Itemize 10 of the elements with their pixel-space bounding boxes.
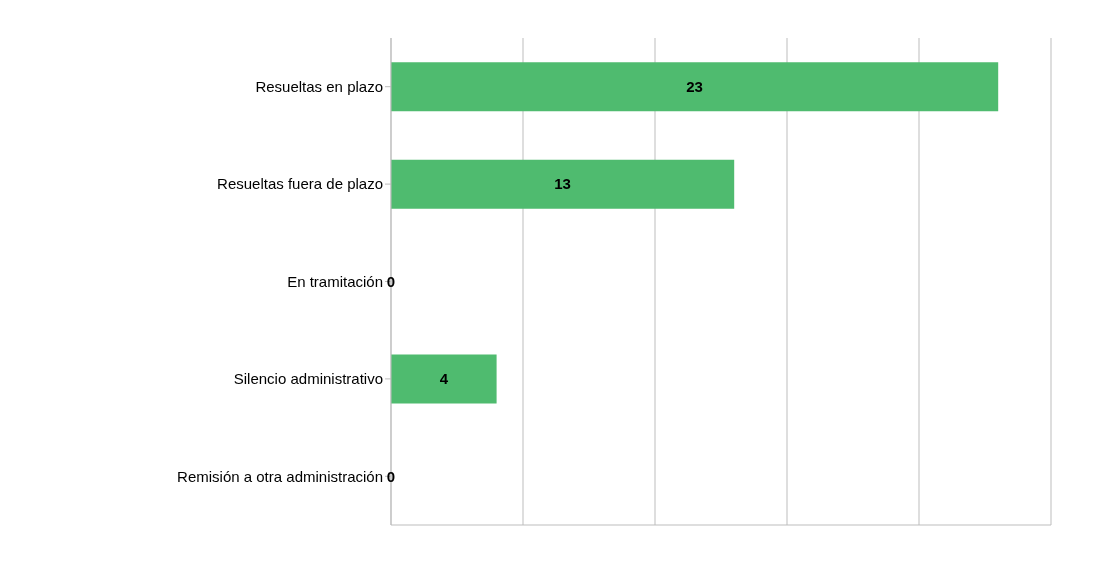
y-tick-label: Resueltas en plazo [255,78,383,96]
data-label: 13 [554,175,571,193]
data-label: 4 [439,370,449,388]
data-label: 0 [386,467,396,485]
y-tick-label: Remisión a otra administración [177,467,383,485]
data-label: 0 [386,272,396,290]
y-tick-label: Silencio administrativo [233,370,383,388]
y-tick-label: Resueltas fuera de plazo [217,175,383,193]
y-tick-label: En tramitación [287,272,383,290]
data-label: 23 [686,77,703,95]
